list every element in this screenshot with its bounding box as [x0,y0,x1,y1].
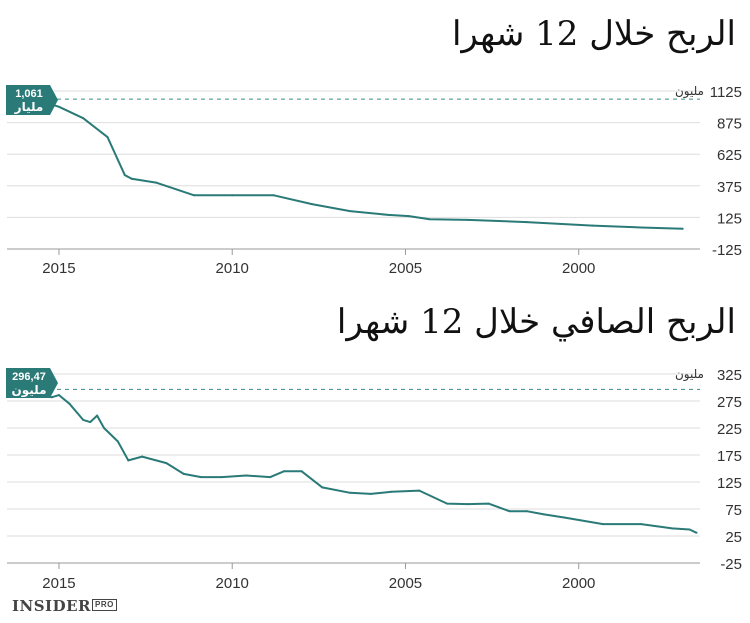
data-point [591,224,594,227]
data-point [563,516,566,519]
data-point [193,194,196,197]
y-tick-label: 875 [717,116,742,133]
data-point [82,418,85,421]
x-tick-label: 2015 [42,260,75,277]
y-tick-label: 225 [717,421,742,438]
callout-badge [6,368,58,398]
data-point [640,523,643,526]
data-point [369,492,372,495]
callout-badge [6,85,58,115]
data-point [349,491,352,494]
y-tick-label: -125 [712,242,742,259]
y-tick-label: 25 [725,529,742,546]
data-point [390,490,393,493]
data-point [688,528,691,531]
data-point [245,474,248,477]
series-line [27,389,697,534]
data-point [681,227,684,230]
data-point [508,510,511,513]
brand-badge: PRO [91,599,117,611]
y-tick-label: 125 [717,210,742,227]
chart-title-net-profit: الربح الصافي خلال 12 شهرا [336,302,736,342]
x-tick-label: 2010 [216,260,249,277]
x-tick-label: 2005 [389,575,422,592]
data-point [272,194,275,197]
data-point [200,476,203,479]
data-point [543,513,546,516]
x-tick-label: 2000 [562,260,595,277]
x-tick-label: 2005 [389,260,422,277]
data-point [123,174,126,177]
x-tick-label: 2010 [216,575,249,592]
callout-unit: مليار [14,100,44,114]
data-point [418,489,421,492]
data-point [428,218,431,221]
data-point [525,221,528,224]
y-tick-label: 75 [725,502,742,519]
brand-name: INSIDER [12,597,91,615]
data-point [387,213,390,216]
y-tick-label: 325 [717,367,742,384]
y-tick-label: 175 [717,448,742,465]
data-point [182,472,185,475]
callout-unit: مليون [12,383,47,398]
data-point [466,218,469,221]
data-point [220,476,223,479]
data-point [116,440,119,443]
unit-label: مليون [675,84,704,99]
chart-title-profit: الربح خلال 12 شهرا [451,14,736,54]
data-point [106,136,109,139]
data-point [487,502,490,505]
y-tick-label: -25 [720,556,742,573]
data-point [671,527,674,530]
data-point [300,470,303,473]
data-point [57,105,60,108]
data-point [127,459,130,462]
insider-pro-logo: INSIDER PRO [12,597,117,615]
data-point [601,523,604,526]
data-point [68,402,71,405]
y-tick-label: 375 [717,179,742,196]
series-line [34,98,683,230]
y-tick-label: 125 [717,475,742,492]
x-tick-label: 2015 [42,575,75,592]
x-tick-label: 2000 [562,575,595,592]
data-point [321,486,324,489]
data-point [130,177,133,180]
data-point [349,210,352,213]
data-point [57,394,60,397]
data-point [640,226,643,229]
data-point [154,181,157,184]
profit-line-chart: 1125 875 625 375 125 -125 مليون 2015 2010 2005 200… [6,84,742,277]
data-point [89,421,92,424]
data-point [82,117,85,120]
data-point [466,503,469,506]
callout-value: 296,47 [12,371,46,383]
data-point [283,470,286,473]
data-point [103,427,106,429]
data-point [446,502,449,505]
data-point [231,194,234,197]
data-point [310,203,313,206]
data-point [695,531,698,534]
y-tick-label: 625 [717,147,742,164]
data-point [141,455,144,458]
data-point [269,476,272,479]
y-tick-label: 275 [717,394,742,411]
data-point [165,462,168,465]
data-point [51,396,54,399]
data-point [525,510,528,513]
data-point [96,414,99,417]
callout-value: 1,061 [15,88,43,100]
data-point [407,215,410,218]
unit-label: مليون [675,367,704,382]
y-tick-label: 1125 [710,84,742,101]
